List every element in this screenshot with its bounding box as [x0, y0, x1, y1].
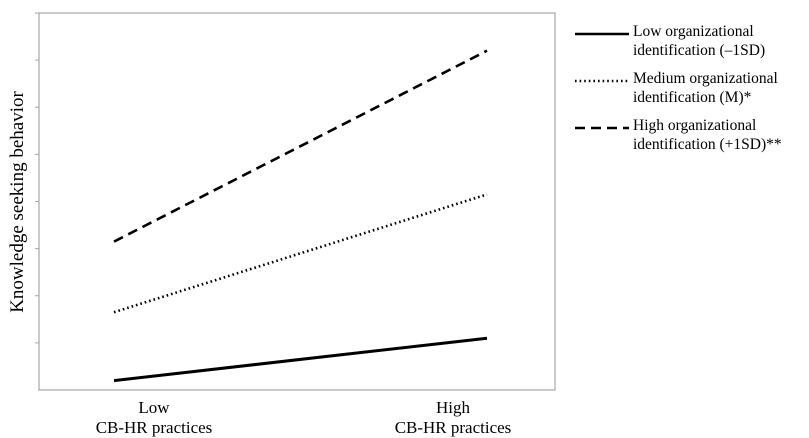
- series-line-3: [113, 49, 488, 243]
- legend-swatch-2: [575, 79, 629, 83]
- legend-swatch-3: [575, 126, 629, 130]
- legend-item-1: Low organizational identification (–1SD): [574, 22, 806, 69]
- series-line-2: [113, 193, 488, 314]
- legend-label-2: Medium organizational identification (M)…: [633, 70, 778, 106]
- x-tick-labels: Low CB-HR practices High CB-HR practices: [96, 398, 512, 437]
- legend-label-3: High organizational identification (+1SD…: [633, 117, 782, 153]
- x-tick-label-1: Low CB-HR practices: [96, 398, 213, 437]
- series-line-1: [113, 336, 488, 383]
- legend: Low organizational identification (–1SD)…: [574, 22, 806, 163]
- y-axis-ticks: [35, 12, 39, 344]
- legend-label-1: Low organizational identification (–1SD): [633, 23, 766, 59]
- x-tick-label-2: High CB-HR practices: [395, 398, 512, 437]
- legend-item-3: High organizational identification (+1SD…: [574, 116, 806, 163]
- y-axis-label: Knowledge seeking behavior: [7, 91, 28, 313]
- legend-item-2: Medium organizational identification (M)…: [574, 69, 806, 116]
- plot-area-frame: [38, 12, 556, 391]
- legend-swatch-1: [575, 32, 629, 36]
- series-lines: [113, 49, 488, 383]
